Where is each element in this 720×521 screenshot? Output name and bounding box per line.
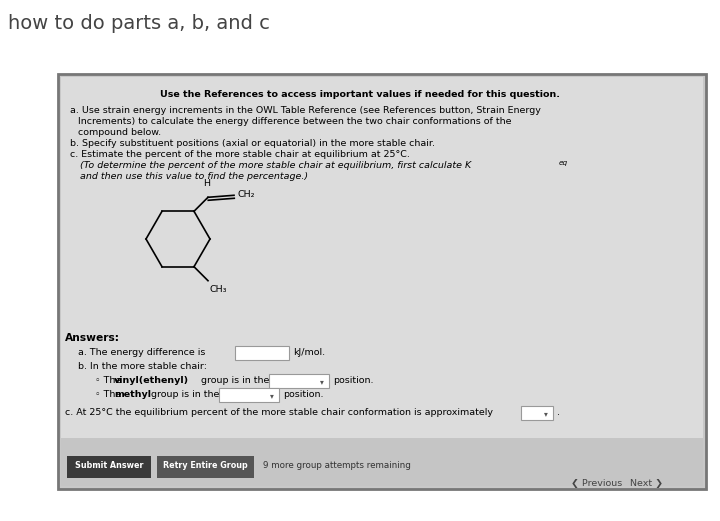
Text: b. In the more stable chair:: b. In the more stable chair: bbox=[78, 362, 207, 371]
FancyBboxPatch shape bbox=[219, 388, 279, 402]
Text: c. Estimate the percent of the more stable chair at equilibrium at 25°C.: c. Estimate the percent of the more stab… bbox=[70, 150, 410, 159]
Text: Answers:: Answers: bbox=[65, 333, 120, 343]
Text: vinyl(ethenyl): vinyl(ethenyl) bbox=[114, 376, 189, 385]
Text: group is in the: group is in the bbox=[198, 376, 269, 385]
Text: position.: position. bbox=[283, 390, 323, 399]
Text: ❮ Previous: ❮ Previous bbox=[571, 479, 622, 488]
FancyBboxPatch shape bbox=[67, 456, 151, 478]
Text: ▾: ▾ bbox=[544, 409, 548, 418]
Text: a. Use strain energy increments in the OWL Table Reference (see References butto: a. Use strain energy increments in the O… bbox=[70, 106, 541, 115]
Text: ◦ The: ◦ The bbox=[95, 376, 125, 385]
Text: a. The energy difference is: a. The energy difference is bbox=[78, 348, 205, 357]
Bar bbox=[61, 77, 703, 486]
Bar bbox=[58, 74, 706, 489]
Text: compound below.: compound below. bbox=[78, 128, 161, 137]
Text: Next ❯: Next ❯ bbox=[630, 479, 663, 488]
Text: position.: position. bbox=[333, 376, 374, 385]
Text: how to do parts a, b, and c: how to do parts a, b, and c bbox=[8, 14, 270, 33]
Text: and then use this value to find the percentage.): and then use this value to find the perc… bbox=[80, 172, 308, 181]
Text: c. At 25°C the equilibrium percent of the more stable chair conformation is appr: c. At 25°C the equilibrium percent of th… bbox=[65, 408, 493, 417]
Text: CH₃: CH₃ bbox=[210, 284, 228, 294]
Text: ▾: ▾ bbox=[320, 377, 324, 386]
Text: methyl: methyl bbox=[114, 390, 151, 399]
Text: (To determine the percent of the more stable chair at equilibrium, first calcula: (To determine the percent of the more st… bbox=[80, 161, 472, 170]
FancyBboxPatch shape bbox=[269, 374, 329, 388]
Text: Submit Answer: Submit Answer bbox=[75, 462, 143, 470]
Text: 9 more group attempts remaining: 9 more group attempts remaining bbox=[263, 462, 411, 470]
Text: Use the References to access important values if needed for this question.: Use the References to access important v… bbox=[160, 90, 560, 99]
Text: b. Specify substituent positions (axial or equatorial) in the more stable chair.: b. Specify substituent positions (axial … bbox=[70, 139, 435, 148]
Text: kJ/mol.: kJ/mol. bbox=[293, 348, 325, 357]
FancyBboxPatch shape bbox=[235, 346, 289, 360]
Text: ▾: ▾ bbox=[270, 391, 274, 400]
Text: Increments) to calculate the energy difference between the two chair conformatio: Increments) to calculate the energy diff… bbox=[78, 117, 511, 126]
Text: ◦ The: ◦ The bbox=[95, 390, 125, 399]
Text: group is in the: group is in the bbox=[148, 390, 220, 399]
FancyBboxPatch shape bbox=[157, 456, 254, 478]
Text: Retry Entire Group: Retry Entire Group bbox=[163, 462, 248, 470]
Text: CH₂: CH₂ bbox=[237, 190, 254, 199]
Bar bbox=[61, 438, 703, 486]
Text: .: . bbox=[557, 408, 560, 417]
Text: eq: eq bbox=[559, 160, 568, 166]
Text: H: H bbox=[204, 179, 210, 188]
FancyBboxPatch shape bbox=[521, 406, 553, 420]
